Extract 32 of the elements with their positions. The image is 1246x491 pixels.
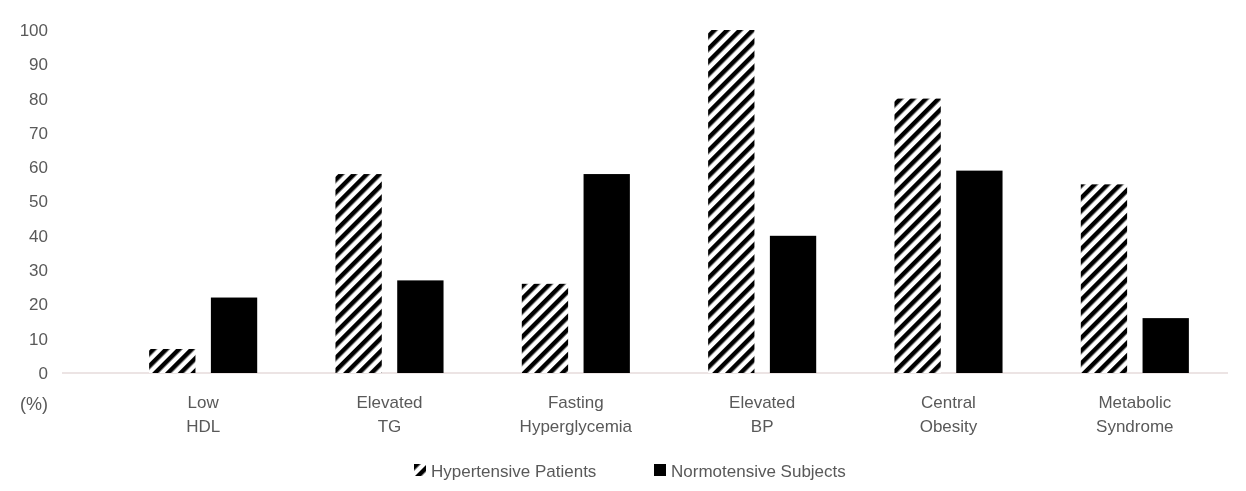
bar: [335, 174, 382, 373]
y-tick-label: 30: [29, 261, 48, 281]
legend-label: Normotensive Subjects: [671, 462, 846, 481]
bar: [1080, 184, 1128, 373]
y-tick-label: 50: [29, 192, 48, 212]
bar: [769, 235, 817, 373]
x-tick-label: Elevated BP: [729, 393, 796, 436]
y-tick-label: 80: [29, 89, 48, 109]
x-tick-label: Fasting Hyperglycemia: [519, 393, 633, 436]
bar: [956, 170, 1003, 373]
y-tick-label: 0: [38, 363, 48, 383]
x-tick-label: Central Obesity: [919, 393, 978, 436]
x-tick-label: Metabolic Syndrome: [1096, 393, 1174, 436]
bar: [397, 280, 444, 373]
y-tick-label: 70: [29, 123, 48, 143]
y-tick-label: 90: [29, 55, 48, 75]
bar: [210, 297, 258, 373]
y-tick-label: 60: [29, 158, 48, 178]
y-tick-label: 20: [29, 295, 48, 315]
bar: [149, 348, 196, 373]
bar: [583, 174, 630, 373]
y-tick-label: 40: [29, 226, 48, 246]
bar: [521, 283, 569, 373]
bar: [708, 30, 755, 373]
y-tick-label: 10: [29, 329, 48, 349]
x-tick-label: Low HDL: [186, 393, 221, 436]
y-axis-title: (%): [20, 394, 48, 414]
y-tick-label: 100: [19, 20, 48, 40]
bar: [1142, 318, 1189, 373]
bar: [894, 98, 941, 373]
x-tick-label: Elevated TG: [356, 393, 423, 436]
legend-label: Hypertensive Patients: [431, 462, 597, 481]
